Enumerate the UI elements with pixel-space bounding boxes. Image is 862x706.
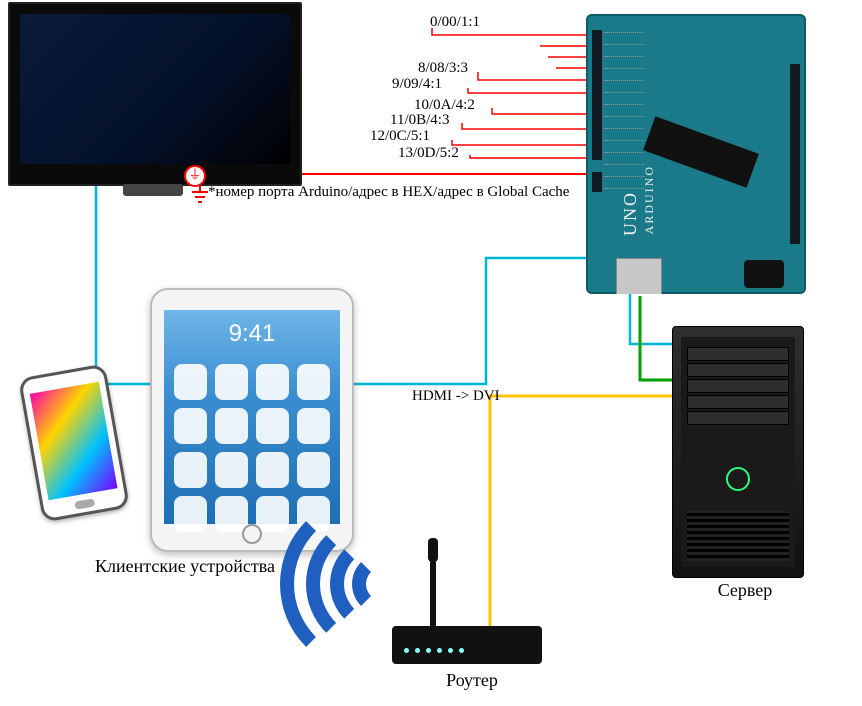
router (392, 626, 542, 664)
power-button-icon (726, 467, 750, 491)
router-caption: Роутер (432, 670, 512, 691)
clients-caption: Клиентские устройства (55, 556, 315, 577)
pin-wires (432, 28, 586, 158)
board-model: UNO (620, 191, 641, 236)
footnote: *номер порта Arduino/адрес в HEX/адрес в… (208, 184, 569, 201)
wire-yellow (470, 396, 704, 646)
mcu-chip-icon (643, 116, 759, 187)
board-brand: ARDUINO (642, 165, 657, 234)
pin-label: 12/0C/5:1 (370, 128, 430, 145)
phone-home-button (74, 498, 95, 509)
arduino-board: UNO ARDUINO (586, 14, 806, 294)
pin-label: 9/09/4:1 (392, 76, 442, 93)
tablet-clock: 9:41 (174, 320, 330, 370)
hdmi-label: HDMI -> DVI (412, 388, 500, 405)
tablet-screen: 9:41 (164, 310, 340, 524)
ground-icon: ⏚ (184, 165, 206, 187)
tv-monitor (8, 2, 302, 186)
pin-label: 8/08/3:3 (418, 60, 468, 77)
usb-port-icon (616, 258, 662, 294)
tv-screen (20, 14, 290, 164)
server-tower (672, 326, 804, 578)
pin-label: 13/0D/5:2 (398, 145, 459, 162)
pin-label: 0/00/1:1 (430, 14, 480, 31)
server-caption: Сервер (700, 580, 790, 601)
router-antenna (430, 560, 436, 630)
tv-stand (123, 184, 183, 196)
phone-screen (30, 382, 118, 501)
barrel-jack-icon (744, 260, 784, 288)
tablet-home-button (242, 524, 262, 544)
pin-label: 11/0B/4:3 (390, 112, 449, 129)
